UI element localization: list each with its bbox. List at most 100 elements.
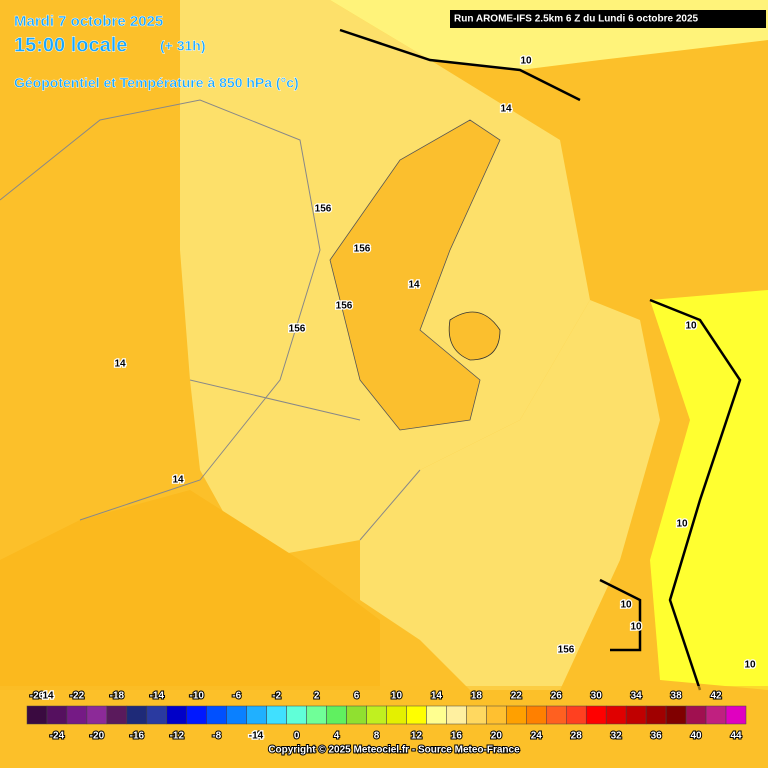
legend-label: -24 [50,731,65,742]
legend-swatch [146,705,168,725]
legend-swatch [506,705,527,725]
legend-label: -18 [110,691,125,702]
legend-label: 12 [411,731,423,742]
legend-swatch [366,705,387,725]
contour-label: 10 [676,519,688,530]
legend-swatch [126,705,148,725]
relief-zone [448,311,501,361]
legend-label: 40 [691,731,703,742]
legend-label: 18 [471,691,483,702]
legend-swatch [705,705,727,725]
contour-label: 14 [42,691,54,702]
legend-swatch [246,705,267,725]
legend-label: 10 [391,691,403,702]
legend-swatch [266,705,287,725]
run-label: Run AROME-IFS 2.5km 6 Z du Lundi 6 octob… [454,14,699,25]
legend-swatch [186,705,207,725]
contour-label: 10 [744,660,756,671]
warm-zone [360,300,660,690]
legend-swatch [665,705,687,725]
contour-label: 10 [685,321,697,332]
legend-swatch [585,705,607,725]
legend-label: 4 [334,731,340,742]
legend-label: -10 [190,691,205,702]
legend-label: 2 [314,691,320,702]
legend-swatch [286,705,307,725]
legend-swatch [106,705,128,725]
contour-label: 10 [620,600,632,611]
legend-swatch [326,705,347,725]
contour-labels: 10 14 156 156 14 156 156 10 14 14 10 10 156 10 10 14 -14 [41,54,757,743]
contour-label: -14 [249,731,264,742]
legend-swatch [645,705,667,725]
contour-label: 10 [630,622,642,633]
legend-swatch [386,705,407,725]
legend-label: -16 [130,731,145,742]
legend-label: -12 [170,731,185,742]
run-box [450,10,766,28]
contour-label: 14 [408,280,420,291]
legend-swatch [86,705,108,725]
legend-swatch [346,705,367,725]
legend-band [0,686,768,768]
border-line [0,99,421,541]
contour-label: 14 [500,104,512,115]
contour-label: 156 [289,324,306,335]
legend-swatch [166,705,188,725]
legend-label: 24 [531,731,543,742]
legend-label: 14 [431,691,443,702]
legend-swatch [66,705,88,725]
contour-label: 14 [172,475,184,486]
date-label: Mardi 7 octobre 2025 [14,13,163,30]
legend-label: 42 [710,691,722,702]
legend-swatch [685,705,707,725]
legend-label: 28 [571,731,583,742]
legend-label: 8 [374,731,380,742]
legend-swatch [26,705,48,725]
legend-label: 0 [294,731,300,742]
copyright: Copyright © 2025 Meteociel.fr - Source M… [268,745,520,756]
legend-swatch [625,705,647,725]
legend-label: 32 [611,731,623,742]
legend-label: 38 [671,691,683,702]
legend-swatch [406,705,427,725]
legend-label: -26 [30,691,45,702]
legend-label: 20 [491,731,503,742]
legend-label: -8 [212,731,221,742]
legend-swatch [306,705,327,725]
contour-label: 156 [558,645,575,656]
relief-zone [329,119,501,431]
legend-swatch [605,705,627,725]
legend-swatch [526,705,547,725]
legend-swatch [226,705,247,725]
legend-swatch [566,705,587,725]
legend-label: 36 [651,731,663,742]
legend-swatch [446,705,467,725]
legend-swatch [486,705,507,725]
legend-label: -20 [90,731,105,742]
legend-swatch [426,705,447,725]
lead-label: (+ 31h) [160,38,206,54]
legend-label: -14 [150,691,165,702]
contour-label: 156 [315,204,332,215]
legend: -26-24-22-20-18-16-14-12-10-8-6-4-202468… [26,690,747,743]
sea-zone [650,290,768,690]
legend-label: -22 [70,691,85,702]
coast-line [339,28,742,691]
legend-label: 16 [451,731,463,742]
legend-swatch [466,705,487,725]
legend-label: -4 [252,731,261,742]
legend-swatch [206,705,227,725]
legend-label: 26 [551,691,563,702]
legend-label: 44 [730,731,742,742]
legend-label: 30 [591,691,603,702]
legend-swatch [546,705,567,725]
contour-label: 14 [114,359,126,370]
field-label: Géopotentiel et Température à 850 hPa (°… [14,75,299,91]
contour-label: 156 [354,244,371,255]
contour-label: 10 [520,56,532,67]
contour-label: 156 [336,301,353,312]
legend-label: -6 [232,691,241,702]
cool-zone [0,490,380,690]
